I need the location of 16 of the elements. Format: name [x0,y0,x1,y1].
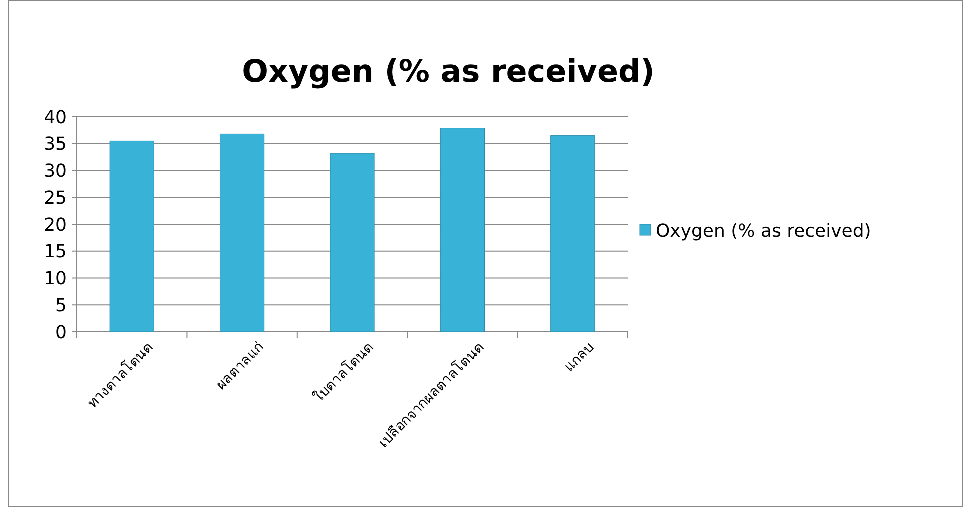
y-tick-label: 20 [44,214,67,236]
y-tick-label: 30 [44,161,67,182]
y-tick-label: 15 [44,242,67,263]
bar [330,153,375,332]
y-tick-label: 0 [56,322,67,344]
bar [550,136,596,332]
y-tick-label: 40 [44,107,67,128]
bar [110,140,154,332]
bar [220,134,265,332]
legend-label: Oxygen (% as received) [656,220,872,242]
y-tick-label: 25 [44,188,67,209]
y-tick-label: 5 [56,295,67,316]
bar [440,128,485,332]
chart-title: Oxygen (% as received) [242,54,655,90]
y-tick-label: 35 [44,134,67,156]
y-tick-label: 10 [44,268,67,290]
